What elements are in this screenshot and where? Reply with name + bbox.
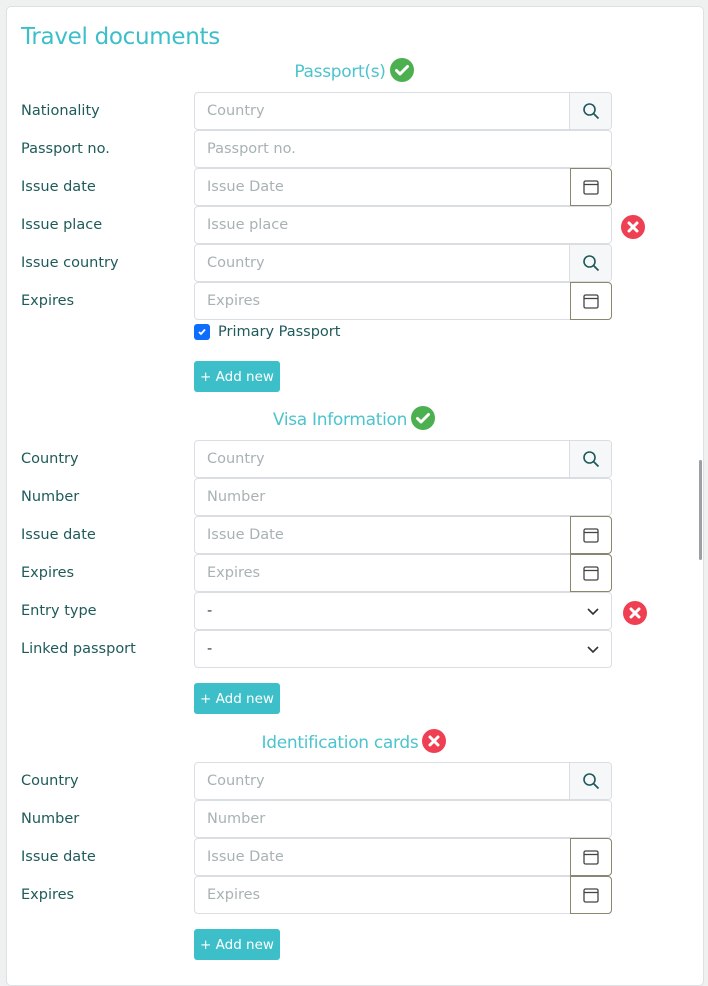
section-heading-text: Visa Information (272, 410, 408, 430)
entry-type-field[interactable]: - (194, 592, 612, 630)
country-field[interactable] (194, 762, 612, 800)
section-heading-text: Identification cards (261, 733, 419, 753)
search-icon[interactable] (569, 245, 611, 281)
form-row-passport-no: Passport no. (0, 130, 708, 168)
number-field[interactable] (194, 800, 612, 838)
field-label: Entry type (21, 603, 97, 619)
linked-passport-field[interactable]: - (194, 630, 612, 668)
issue-place-input[interactable] (195, 207, 611, 243)
calendar-icon[interactable] (570, 838, 612, 876)
check-circle-icon (389, 58, 414, 82)
chevron-down-icon[interactable] (575, 631, 611, 667)
scrollbar-thumb[interactable] (699, 460, 702, 560)
add-new-identification-cards-button[interactable]: + Add new (194, 929, 280, 960)
field-label: Number (21, 811, 80, 827)
nationality-field[interactable] (194, 92, 612, 130)
number-input[interactable] (195, 801, 611, 837)
form-row-nationality: Nationality (0, 92, 708, 130)
form-row-expires: Expires (0, 282, 708, 320)
form-row-issue-date: Issue date (0, 838, 708, 876)
field-label: Country (21, 451, 79, 467)
issue-date-field[interactable] (194, 516, 612, 554)
section-heading-passport-s: Passport(s) (0, 58, 708, 84)
country-field[interactable] (194, 440, 612, 478)
add-new-passport-s-button[interactable]: + Add new (194, 361, 280, 392)
form-row-number: Number (0, 478, 708, 516)
issue-country-input[interactable] (195, 245, 569, 281)
calendar-icon[interactable] (570, 554, 612, 592)
passport-no-field[interactable] (194, 130, 612, 168)
field-label: Issue country (21, 255, 119, 271)
checkbox-label: Primary Passport (218, 324, 341, 340)
search-icon[interactable] (569, 763, 611, 799)
select-value[interactable]: - (207, 641, 213, 657)
expires-field[interactable] (194, 282, 612, 320)
check-circle-icon (411, 406, 436, 430)
number-input[interactable] (195, 479, 611, 515)
issue-place-field[interactable] (194, 206, 612, 244)
country-input[interactable] (195, 763, 569, 799)
form-row-linked-passport: Linked passport - (0, 630, 708, 668)
form-row-country: Country (0, 762, 708, 800)
section-heading-identification-cards: Identification cards (0, 729, 708, 755)
chevron-down-icon[interactable] (575, 593, 611, 629)
form-row-country: Country (0, 440, 708, 478)
field-label: Issue date (21, 179, 96, 195)
issue-date-input[interactable] (195, 169, 570, 205)
section-heading-text: Passport(s) (294, 62, 386, 82)
page-title: Travel documents (21, 24, 220, 50)
form-row-entry-type: Entry type - (0, 592, 708, 630)
form-row-issue-place: Issue place (0, 206, 708, 244)
error-circle-icon (422, 729, 447, 753)
field-label: Linked passport (21, 641, 136, 657)
field-label: Expires (21, 565, 75, 581)
form-row-number: Number (0, 800, 708, 838)
checkbox-checked-icon[interactable] (194, 324, 210, 340)
issue-date-input[interactable] (195, 517, 570, 553)
field-label: Issue place (21, 217, 103, 233)
field-label: Country (21, 773, 79, 789)
section-heading-visa-information: Visa Information (0, 406, 708, 432)
field-label: Number (21, 489, 80, 505)
calendar-icon[interactable] (570, 168, 612, 206)
issue-date-input[interactable] (195, 839, 570, 875)
form-row-issue-country: Issue country (0, 244, 708, 282)
error-circle-icon (623, 601, 647, 625)
issue-country-field[interactable] (194, 244, 612, 282)
form-row-issue-date: Issue date (0, 168, 708, 206)
issue-date-field[interactable] (194, 838, 612, 876)
select-value[interactable]: - (207, 603, 213, 619)
expires-input[interactable] (195, 555, 570, 591)
field-label: Nationality (21, 103, 100, 119)
calendar-icon[interactable] (570, 516, 612, 554)
form-row-expires: Expires (0, 876, 708, 914)
field-label: Issue date (21, 527, 96, 543)
country-input[interactable] (195, 441, 569, 477)
error-circle-icon (621, 215, 645, 239)
calendar-icon[interactable] (570, 876, 612, 914)
primary-passport-checkbox[interactable]: Primary Passport (194, 322, 340, 342)
expires-field[interactable] (194, 876, 612, 914)
add-new-visa-information-button[interactable]: + Add new (194, 683, 280, 714)
passport-no-input[interactable] (195, 131, 611, 167)
issue-date-field[interactable] (194, 168, 612, 206)
field-label: Passport no. (21, 141, 110, 157)
expires-input[interactable] (195, 283, 570, 319)
search-icon[interactable] (569, 441, 611, 477)
form-row-expires: Expires (0, 554, 708, 592)
nationality-input[interactable] (195, 93, 569, 129)
field-label: Issue date (21, 849, 96, 865)
form-row-issue-date: Issue date (0, 516, 708, 554)
calendar-icon[interactable] (570, 282, 612, 320)
field-label: Expires (21, 293, 75, 309)
expires-field[interactable] (194, 554, 612, 592)
expires-input[interactable] (195, 877, 570, 913)
search-icon[interactable] (569, 93, 611, 129)
number-field[interactable] (194, 478, 612, 516)
field-label: Expires (21, 887, 75, 903)
